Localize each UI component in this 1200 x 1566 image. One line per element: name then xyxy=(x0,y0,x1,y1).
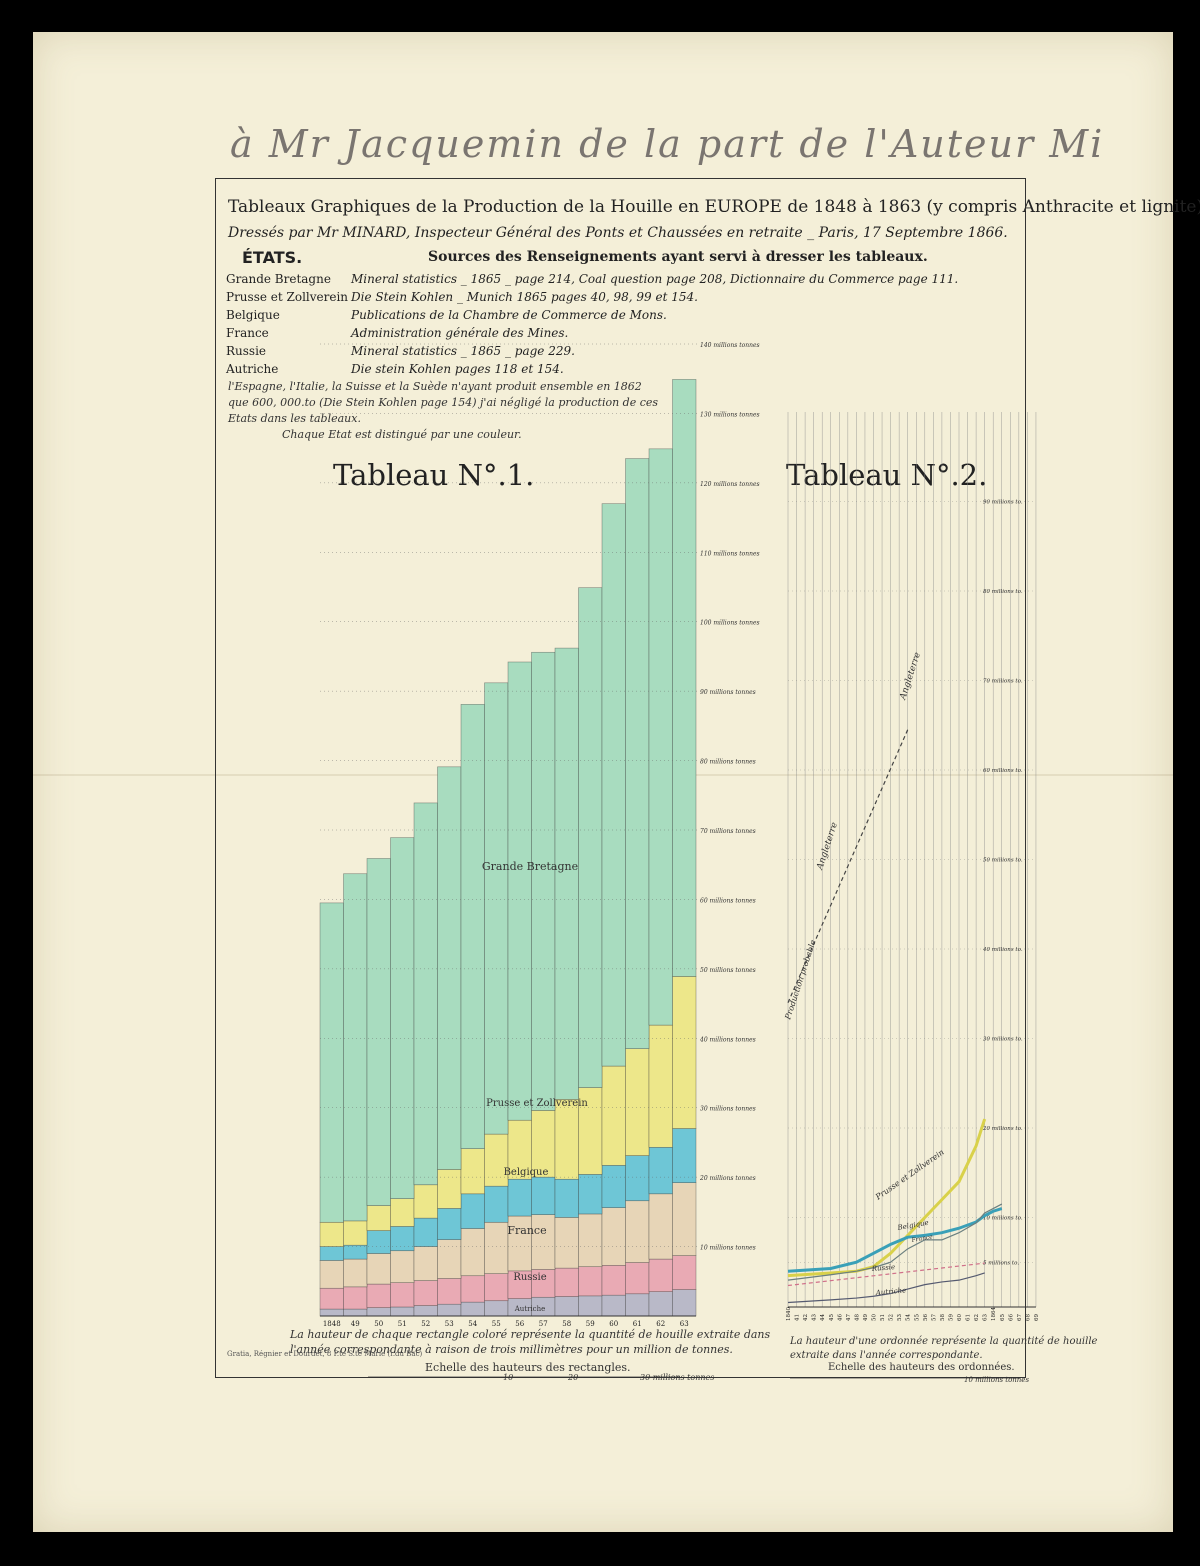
source-state: France xyxy=(226,326,269,340)
page-title: Tableaux Graphiques de la Production de … xyxy=(228,197,1200,217)
source-text: Administration générale des Mines. xyxy=(351,326,569,340)
page-subtitle: Dressés par Mr MINARD, Inspecteur Généra… xyxy=(228,225,1008,241)
source-row: Belgique Publications de la Chambre de Co… xyxy=(226,308,667,322)
source-row: Autriche Die stein Kohlen pages 118 et 15… xyxy=(226,362,564,376)
source-state: Autriche xyxy=(226,362,279,376)
source-state: Prusse et Zollverein xyxy=(226,290,349,304)
sources-heading: Sources des Renseignements ayant servi à… xyxy=(428,249,928,265)
tableau2-caption: extraite dans l'année correspondante. xyxy=(790,1350,983,1361)
scale-tick: 10 xyxy=(503,1373,514,1382)
source-row: France Administration générale des Mines. xyxy=(226,326,568,340)
printer-stamp: Gratia, Régnier et Dourdet, 8 P.te S.te … xyxy=(227,1350,423,1358)
tableau2-caption: La hauteur d'une ordonnée représente la … xyxy=(790,1336,1098,1347)
handwritten-inscription: à Mr Jacquemin de la part de l'Auteur Mi xyxy=(230,122,1105,166)
tableau2-title: Tableau N°.2. xyxy=(786,458,988,492)
source-state: Grande Bretagne xyxy=(226,272,331,286)
source-text: Publications de la Chambre de Commerce d… xyxy=(351,308,667,322)
source-text: Mineral statistics _ 1865 _ page 229. xyxy=(351,344,575,358)
note-line: l'Espagne, l'Italie, la Suisse et la Suè… xyxy=(228,380,642,393)
tableau2-scale-end: 10 millions tonnes xyxy=(964,1376,1030,1384)
source-text: Mineral statistics _ 1865 _ page 214, Co… xyxy=(351,272,959,286)
tableau1-caption: l'année correspondante à raison de trois… xyxy=(290,1343,733,1356)
scale-tick: 20 xyxy=(568,1373,579,1382)
source-text: Die Stein Kohlen _ Munich 1865 pages 40,… xyxy=(351,290,698,304)
tableau2-scale-label: Echelle des hauteurs des ordonnées. xyxy=(828,1362,1015,1373)
note-line: Chaque Etat est distingué par une couleu… xyxy=(282,428,522,441)
note-line: Etats dans les tableaux. xyxy=(228,412,361,425)
chart-frame xyxy=(215,178,1026,1378)
source-row: Russie Mineral statistics _ 1865 _ page 2… xyxy=(226,344,575,358)
tableau1-scale-label: Echelle des hauteurs des rectangles. xyxy=(425,1361,631,1374)
source-row: Grande Bretagne Mineral statistics _ 1865… xyxy=(226,272,958,286)
etats-label: ÉTATS. xyxy=(242,248,303,267)
scale-tick: 30 millions tonnes xyxy=(640,1373,715,1382)
tableau1-title: Tableau N°.1. xyxy=(333,458,535,492)
source-state: Russie xyxy=(226,344,267,358)
source-state: Belgique xyxy=(226,308,280,322)
source-text: Die stein Kohlen pages 118 et 154. xyxy=(351,362,564,376)
note-line: que 600, 000.to (Die Stein Kohlen page 1… xyxy=(228,396,659,409)
tableau1-caption: La hauteur de chaque rectangle coloré re… xyxy=(290,1328,771,1341)
source-row: Prusse et Zollverein Die Stein Kohlen _ M… xyxy=(226,290,698,304)
